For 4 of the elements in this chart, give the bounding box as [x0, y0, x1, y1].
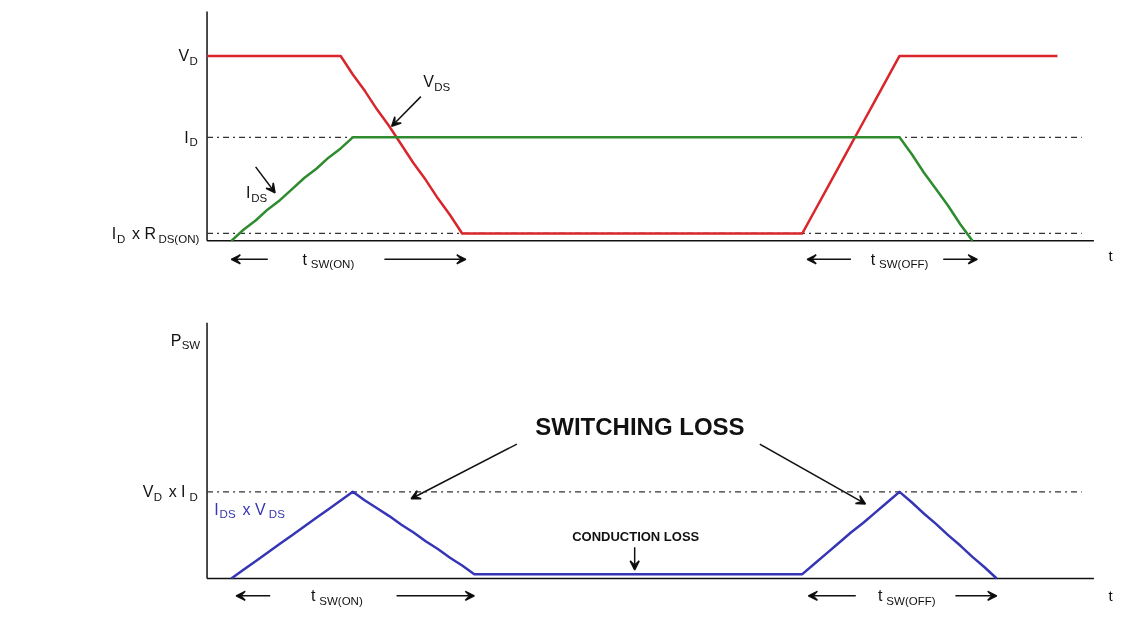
annotation: CONDUCTION LOSS — [572, 529, 700, 545]
text: SWITCHING LOSS — [535, 413, 745, 441]
x-axis-title: t — [1108, 587, 1114, 605]
x-axis-title: t — [1108, 247, 1114, 265]
